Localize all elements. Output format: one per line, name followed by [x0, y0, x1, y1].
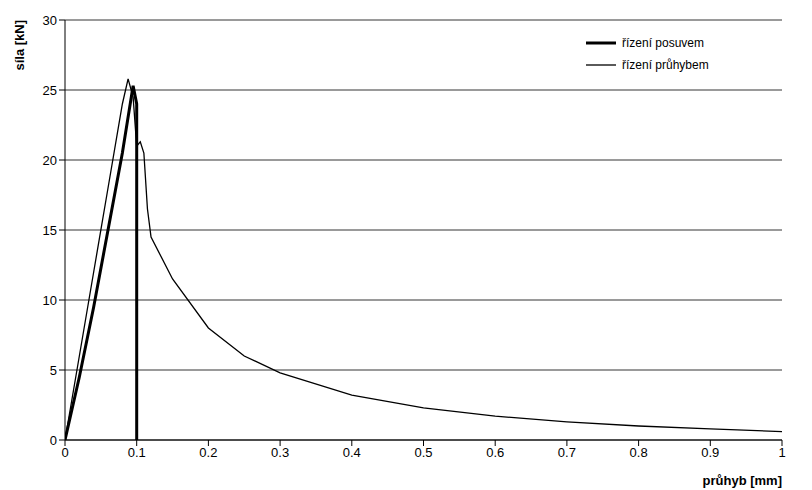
svg-text:0.3: 0.3: [271, 445, 289, 460]
svg-text:0.7: 0.7: [558, 445, 576, 460]
svg-text:0.9: 0.9: [701, 445, 719, 460]
svg-text:25: 25: [43, 83, 57, 98]
html-text:řízení průhybem: řízení průhybem: [622, 58, 709, 72]
svg-text:0.4: 0.4: [343, 445, 361, 460]
svg-text:průhyb [mm]: průhyb [mm]: [703, 473, 782, 488]
svg-text:0.5: 0.5: [414, 445, 432, 460]
svg-text:20: 20: [43, 153, 57, 168]
svg-text:0.2: 0.2: [199, 445, 217, 460]
svg-text:0.1: 0.1: [128, 445, 146, 460]
svg-text:0.6: 0.6: [486, 445, 504, 460]
svg-text:10: 10: [43, 293, 57, 308]
svg-text:0.8: 0.8: [630, 445, 648, 460]
svg-text:0: 0: [50, 433, 57, 448]
html-text:řízení posuvem: řízení posuvem: [622, 36, 704, 50]
svg-text:síla [kN]: síla [kN]: [12, 20, 27, 71]
svg-text:15: 15: [43, 223, 57, 238]
svg-text:0: 0: [61, 445, 68, 460]
svg-text:1: 1: [778, 445, 785, 460]
svg-text:5: 5: [50, 363, 57, 378]
svg-text:30: 30: [43, 13, 57, 28]
